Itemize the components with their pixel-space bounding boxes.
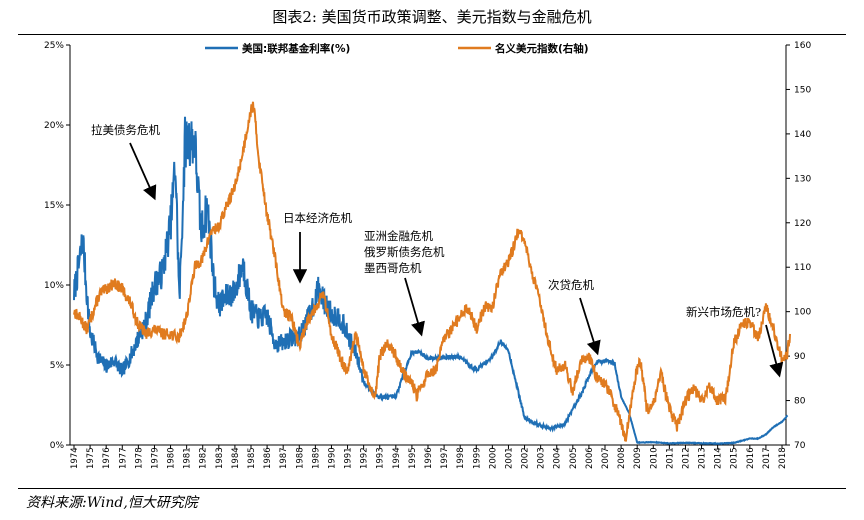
x-tick-label: 2004 [553, 447, 563, 469]
y-right-tick-label: 110 [794, 263, 811, 273]
series-line-fed-funds-rate [73, 116, 789, 446]
y-left-tick-label: 10% [44, 281, 64, 291]
x-tick-label: 1991 [344, 447, 354, 469]
x-tick-label: 1979 [150, 447, 160, 469]
annotation-mexico-crisis: 墨西哥危机 [364, 261, 422, 275]
y-right-ticks: 70 80 90 100 110 120 130 140 150 160 [786, 41, 811, 451]
x-tick-label: 2008 [617, 447, 627, 469]
y-right-tick-label: 80 [794, 397, 806, 407]
x-tick-label: 2003 [537, 447, 547, 469]
y-right-tick-label: 120 [794, 219, 811, 229]
y-left-tick-label: 5% [50, 361, 65, 371]
y-left-tick-label: 15% [44, 201, 64, 211]
source-rule [18, 488, 846, 489]
y-left-tick-label: 20% [44, 121, 64, 131]
annotation-latam-debt-crisis: 拉美债务危机 [91, 123, 160, 137]
x-tick-label: 1975 [86, 447, 96, 469]
x-tick-label: 1987 [279, 447, 289, 469]
y-right-tick-label: 150 [794, 85, 811, 95]
x-tick-label: 1981 [183, 447, 193, 469]
y-right-tick-label: 90 [794, 352, 806, 362]
y-left-tick-label: 0% [50, 441, 65, 451]
x-tick-label: 1992 [360, 447, 370, 469]
annotation-arrow-asian [404, 277, 425, 337]
annotation-em-crisis: 新兴市场危机? [686, 305, 761, 319]
x-tick-label: 1988 [295, 447, 305, 469]
annotation-japan-crisis: 日本经济危机 [283, 211, 352, 225]
x-ticks: 1974 1975 1976 1977 1978 1979 1980 1981 1982 1983… [70, 445, 788, 469]
x-tick-label: 2009 [633, 447, 643, 469]
annotation-russia-crisis: 俄罗斯债务危机 [364, 245, 445, 259]
x-tick-label: 1985 [247, 447, 257, 469]
x-tick-label: 2015 [730, 447, 740, 469]
y-right-tick-label: 160 [794, 41, 811, 51]
x-tick-label: 2012 [681, 447, 691, 469]
x-tick-label: 2016 [746, 447, 756, 469]
x-tick-label: 1989 [311, 447, 321, 469]
x-tick-label: 2014 [714, 447, 724, 469]
x-tick-label: 2005 [569, 447, 579, 469]
y-left-ticks: 0% 5% 10% 15% 20% 25% [44, 41, 70, 451]
source-note: 资料来源:Wind,恒大研究院 [26, 495, 198, 511]
x-tick-label: 1993 [376, 447, 386, 469]
x-tick-label: 1999 [472, 447, 482, 469]
x-tick-label: 1978 [134, 447, 144, 469]
x-tick-label: 1995 [408, 447, 418, 469]
x-tick-label: 2000 [488, 447, 498, 469]
x-tick-label: 1994 [392, 447, 402, 469]
annotation-subprime-crisis: 次贷危机 [548, 278, 594, 292]
title-rule [18, 34, 846, 35]
x-tick-label: 2017 [762, 447, 772, 469]
series-line-dollar-index [73, 101, 791, 442]
y-left-tick-label: 25% [44, 41, 64, 51]
annotations: 拉美债务危机 日本经济危机 亚洲金融危机 俄罗斯债务危机 墨西哥危机 次贷危机 … [91, 123, 784, 378]
x-tick-label: 2011 [665, 447, 675, 469]
x-tick-label: 2018 [778, 447, 788, 469]
x-tick-label: 1977 [118, 447, 128, 469]
legend-label-fed-funds-rate: 美国:联邦基金利率(%) [242, 42, 350, 55]
x-tick-label: 1984 [231, 447, 241, 469]
y-right-tick-label: 130 [794, 174, 811, 184]
y-right-tick-label: 100 [794, 308, 811, 318]
x-tick-label: 1990 [327, 447, 337, 469]
figure-title: 图表2: 美国货币政策调整、美元指数与金融危机 [272, 8, 592, 26]
x-tick-label: 1982 [199, 447, 209, 469]
annotation-asian-crisis: 亚洲金融危机 [364, 229, 433, 243]
legend-label-dollar-index: 名义美元指数(右轴) [495, 42, 589, 55]
x-tick-label: 2010 [649, 447, 659, 469]
y-right-tick-label: 140 [794, 130, 811, 140]
x-tick-label: 1974 [70, 447, 80, 469]
legend: 美国:联邦基金利率(%) 名义美元指数(右轴) [205, 42, 589, 55]
y-right-tick-label: 70 [794, 441, 806, 451]
x-tick-label: 1996 [424, 447, 434, 469]
x-tick-label: 1986 [263, 447, 273, 469]
x-tick-label: 2001 [504, 447, 514, 469]
x-tick-label: 2007 [601, 447, 611, 469]
x-tick-label: 1997 [440, 447, 450, 469]
x-tick-label: 1976 [102, 447, 112, 469]
x-tick-label: 1998 [456, 447, 466, 469]
x-tick-label: 2013 [698, 447, 708, 469]
x-tick-label: 2002 [521, 447, 531, 469]
annotation-arrow-subprime [579, 297, 601, 356]
x-tick-label: 1980 [167, 447, 177, 469]
annotation-arrow-em [765, 324, 784, 378]
x-tick-label: 1983 [215, 447, 225, 469]
x-tick-label: 2006 [585, 447, 595, 469]
annotation-arrow-latam [129, 142, 157, 201]
